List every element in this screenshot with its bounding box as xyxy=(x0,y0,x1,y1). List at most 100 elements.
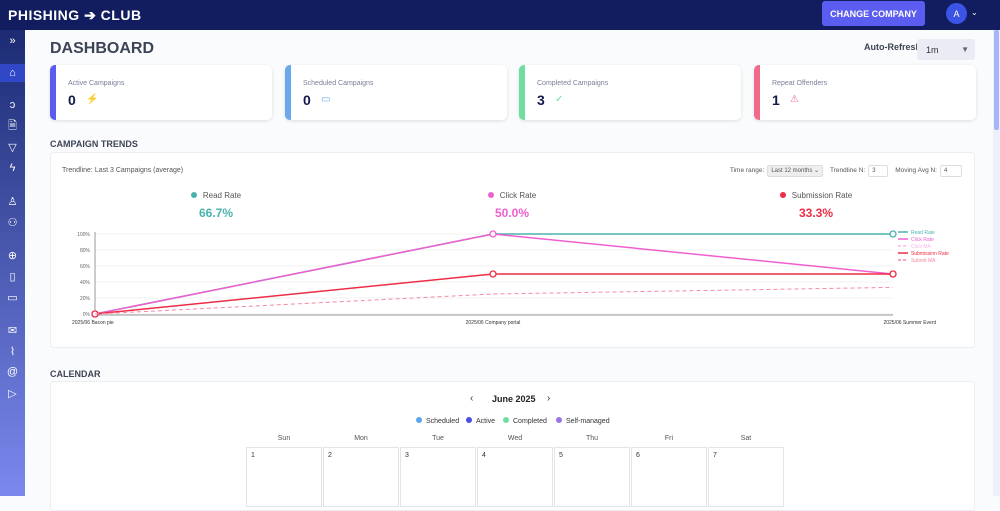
stat-card[interactable]: Scheduled Campaigns 0 ▭ xyxy=(285,65,507,120)
legend-label: Scheduled xyxy=(426,418,460,425)
stat-value: 0 xyxy=(303,92,311,108)
trendline-n-input[interactable]: 3 xyxy=(868,164,889,177)
users-icon[interactable]: ⚇ xyxy=(7,216,18,229)
legend-label: Submit MA xyxy=(911,258,936,264)
y-tick-label: 80% xyxy=(80,248,91,254)
y-tick-label: 40% xyxy=(80,280,91,286)
change-company-button[interactable]: CHANGE COMPANY xyxy=(822,1,925,26)
logo: PHISHING ➔ CLUB xyxy=(8,7,142,23)
moving-avg-label: Moving Avg N: xyxy=(895,167,937,174)
legend-dot xyxy=(416,417,422,423)
image-icon[interactable]: ▭ xyxy=(7,291,18,304)
day-number: 6 xyxy=(636,452,640,459)
chevron-down-icon[interactable]: ⌄ xyxy=(971,8,978,17)
legend-label: Click Rate xyxy=(911,237,934,243)
calendar-heading: CALENDAR xyxy=(50,369,101,379)
calendar-day-cell[interactable]: 7 xyxy=(708,447,784,507)
day-number: 3 xyxy=(405,452,409,459)
stat-value: 3 xyxy=(537,92,545,108)
calendar-day-cell[interactable]: 2 xyxy=(323,447,399,507)
metric-dot xyxy=(779,192,786,198)
stat-card[interactable]: Active Campaigns 0 ⚡ xyxy=(50,65,272,120)
metric-value: 66.7% xyxy=(198,206,234,220)
stat-label: Scheduled Campaigns xyxy=(303,80,374,87)
metric-dot xyxy=(487,192,494,198)
day-number: 2 xyxy=(328,452,332,459)
weekday-header: Fri xyxy=(664,435,674,442)
home-icon[interactable]: ⌂ xyxy=(0,64,25,82)
page-title: DASHBOARD xyxy=(50,40,154,57)
calendar-legend-item: Self-managed xyxy=(556,417,610,425)
metric-name: Read Rate xyxy=(202,191,242,200)
legend-label: Completed xyxy=(513,418,547,425)
calendar-day-cell[interactable]: 6 xyxy=(631,447,707,507)
calendar-day-cell[interactable]: 1 xyxy=(246,447,322,507)
filter-icon[interactable]: ▽ xyxy=(8,141,17,154)
series-line-submit-ma xyxy=(94,286,894,315)
attachment-icon[interactable]: ⌇ xyxy=(9,345,16,358)
chart-controls: Time range: Last 12 months ⌄ Trendline N… xyxy=(730,164,962,177)
data-point xyxy=(489,230,497,238)
calendar-day-cell[interactable]: 5 xyxy=(554,447,630,507)
caret-down-icon: ▼ xyxy=(961,45,969,54)
weekday-header: Tue xyxy=(432,435,444,442)
metric-value: 50.0% xyxy=(494,206,530,220)
legend-label: Click MA xyxy=(911,244,931,250)
y-tick-label: 20% xyxy=(80,296,91,302)
stat-card[interactable]: Completed Campaigns 3 ✓ xyxy=(519,65,741,120)
weekday-header: Thu xyxy=(585,435,599,442)
auto-refresh-value: 1m xyxy=(926,45,939,55)
x-tick-label: 2025/06 Company portal xyxy=(466,320,521,326)
x-tick-label: 2025/06 Bacon pie xyxy=(72,320,114,326)
at-icon[interactable]: @ xyxy=(6,366,19,378)
hook-icon[interactable]: ↄ xyxy=(9,99,16,111)
top-bar: PHISHING ➔ CLUB CHANGE COMPANY A ⌄ xyxy=(0,0,1000,30)
avatar[interactable]: A xyxy=(946,3,967,24)
y-tick-label: 100% xyxy=(77,232,90,238)
send-icon[interactable]: ▷ xyxy=(8,387,17,400)
trendline-label: Trendline: Last 3 Campaigns (average) xyxy=(62,167,184,174)
mail-icon[interactable]: ✉ xyxy=(7,324,18,337)
auto-refresh-select[interactable]: 1m ▼ xyxy=(917,39,975,60)
user-icon[interactable]: ♙ xyxy=(7,195,18,208)
time-range-label: Time range: xyxy=(729,167,765,174)
day-number: 7 xyxy=(713,452,717,459)
metric-summary: Submission Rate 33.3% xyxy=(736,191,896,220)
metric-summary: Read Rate 66.7% xyxy=(136,191,296,220)
calendar-day-cell[interactable]: 3 xyxy=(400,447,476,507)
data-point xyxy=(489,270,497,278)
weekday-header: Wed xyxy=(507,435,523,442)
expand-icon[interactable]: » xyxy=(9,35,16,47)
calendar-day-cell[interactable]: 4 xyxy=(477,447,553,507)
calendar-legend-item: Completed xyxy=(503,417,547,425)
legend-label: Self-managed xyxy=(566,418,610,425)
moving-avg-input[interactable]: 4 xyxy=(940,164,962,177)
calendar-month: June 2025 xyxy=(492,394,536,404)
data-point xyxy=(889,270,897,278)
stat-icon: ⚠ xyxy=(790,94,799,105)
metric-dot xyxy=(190,192,197,198)
next-month-button[interactable]: › xyxy=(547,393,551,404)
legend-dot xyxy=(556,417,562,423)
trends-heading: CAMPAIGN TRENDS xyxy=(50,139,138,149)
legend-label: Submission Rate xyxy=(911,251,949,257)
y-tick-label: 0% xyxy=(83,312,91,318)
metric-summary: Click Rate 50.0% xyxy=(432,191,592,220)
weekday-header: Sun xyxy=(277,435,291,442)
auto-refresh-label: Auto-Refresh xyxy=(864,42,922,52)
bolt-icon[interactable]: ϟ xyxy=(9,162,16,174)
globe-icon[interactable]: ⊕ xyxy=(7,249,18,262)
weekday-header: Sat xyxy=(740,435,752,442)
file-icon[interactable]: 🗎 xyxy=(8,119,17,132)
stat-icon: ⚡ xyxy=(86,94,99,105)
stat-card[interactable]: Repeat Offenders 1 ⚠ xyxy=(754,65,976,120)
weekday-header: Mon xyxy=(354,435,368,442)
y-tick-label: 60% xyxy=(80,264,91,270)
page-icon[interactable]: ▯ xyxy=(9,270,16,283)
time-range-select[interactable]: Last 12 months ⌄ xyxy=(767,164,824,177)
scrollbar[interactable] xyxy=(993,30,1000,496)
prev-month-button[interactable]: ‹ xyxy=(470,393,474,404)
day-number: 4 xyxy=(482,452,486,459)
trend-chart: 0% 20% 40% 60% 80% 100% 2025/06 Bacon pie 2025/… xyxy=(72,230,949,326)
legend-dot xyxy=(466,417,472,423)
